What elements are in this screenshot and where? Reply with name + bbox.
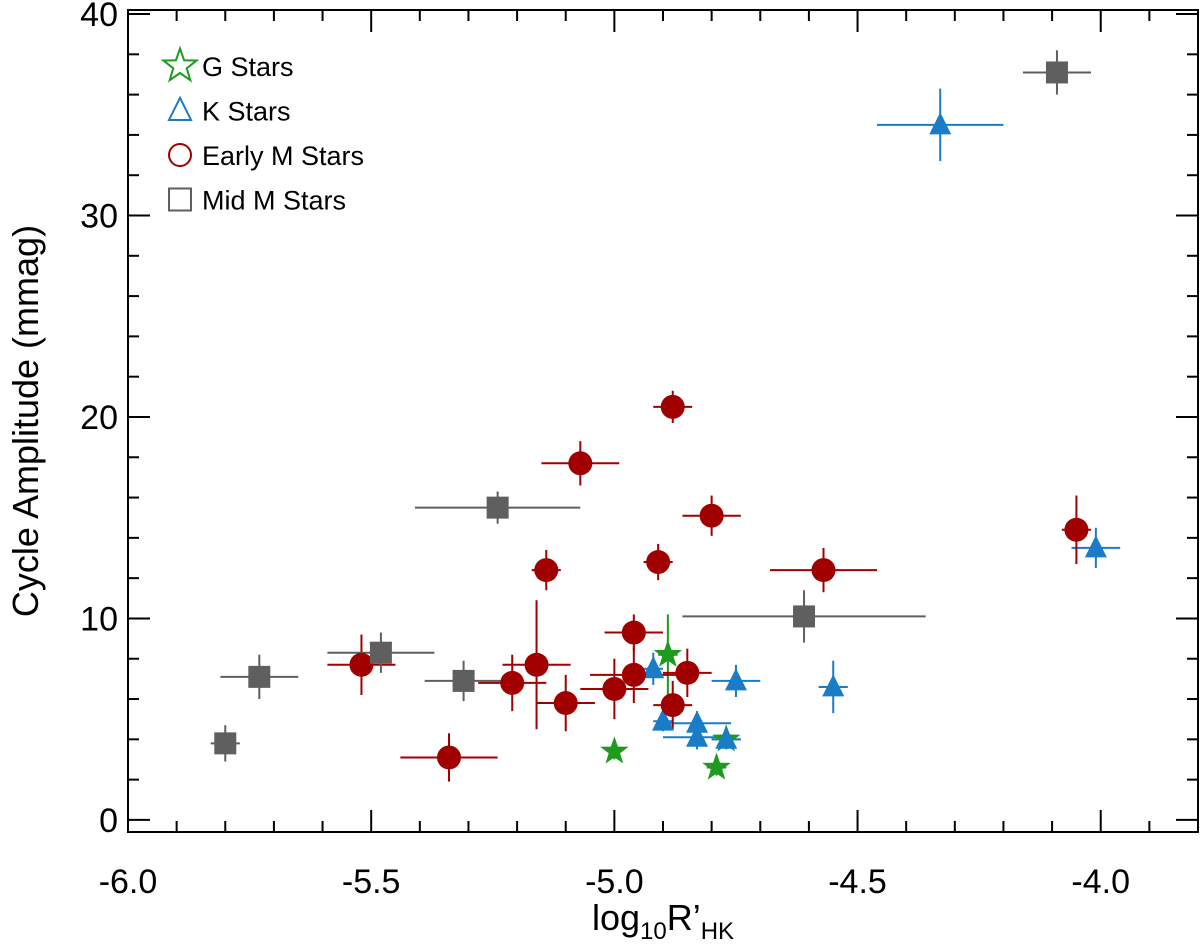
- x-tick-label: -5.5: [342, 863, 401, 901]
- y-tick-label: 10: [80, 600, 118, 638]
- early-m-stars-point: [349, 652, 374, 677]
- mid-m-stars-point: [214, 732, 237, 755]
- x-axis-title-sub10: 10: [640, 918, 667, 945]
- g-stars-point: [653, 639, 683, 667]
- early-m-stars-point: [534, 558, 559, 583]
- early-m-stars-point: [500, 670, 525, 695]
- x-tick-label: -4.5: [828, 863, 887, 901]
- k-stars-point: [652, 708, 674, 731]
- x-axis-title: log10R’HK: [592, 897, 734, 945]
- legend-early-m-stars-icon: [168, 143, 192, 167]
- legend-mid-m-stars-label: Mid M Stars: [202, 186, 346, 216]
- y-axis-title: Cycle Amplitude (mmag): [5, 225, 46, 617]
- mid-m-stars-point: [486, 496, 509, 519]
- early-m-stars-point: [437, 745, 461, 770]
- legend-k-stars-icon: [167, 95, 193, 121]
- early-m-stars-point: [553, 691, 578, 716]
- early-m-stars-point: [602, 676, 627, 701]
- legend-early-m-stars-label: Early M Stars: [202, 141, 364, 171]
- legend-g-stars-icon: [160, 45, 200, 83]
- x-tick-label: -5.0: [585, 863, 644, 901]
- early-m-stars-point: [660, 394, 685, 419]
- legend-k-stars-label: K Stars: [202, 97, 291, 127]
- early-m-stars-point: [524, 652, 549, 677]
- g-stars-point: [702, 752, 731, 780]
- y-tick-label: 30: [80, 198, 118, 236]
- mid-m-stars-point: [1045, 61, 1068, 84]
- early-m-stars-point: [699, 503, 724, 528]
- legend: G Stars K Stars Early M Stars Mid M Stars: [160, 45, 364, 216]
- y-tick-labels: 0 10 20 30 40: [80, 0, 118, 840]
- mid-m-stars-point: [369, 641, 392, 664]
- early-m-stars-point: [811, 558, 836, 583]
- y-tick-label: 40: [80, 0, 118, 34]
- k-stars-point: [1084, 535, 1107, 558]
- k-stars-point: [686, 724, 709, 747]
- early-m-stars-point: [621, 620, 646, 645]
- x-axis-title-r: R’: [667, 897, 701, 938]
- k-stars-point: [929, 112, 952, 135]
- x-tick-labels: -6.0 -5.5 -5.0 -4.5 -4.0: [99, 863, 1130, 901]
- k-stars-point: [642, 656, 665, 679]
- mid-m-stars-point: [248, 665, 271, 688]
- data-points: [214, 61, 1107, 780]
- k-stars-point: [822, 674, 845, 697]
- axis-ticks: [127, 10, 1199, 832]
- early-m-stars-point: [660, 693, 685, 718]
- early-m-stars-point: [621, 662, 646, 687]
- x-axis-title-subhk: HK: [701, 918, 734, 945]
- k-stars-point: [724, 668, 747, 691]
- x-tick-label: -6.0: [99, 863, 158, 901]
- g-stars-point: [600, 736, 629, 764]
- early-m-stars-point: [646, 550, 671, 575]
- mid-m-stars-point: [793, 605, 816, 628]
- early-m-stars-point: [675, 660, 700, 685]
- legend-g-stars-label: G Stars: [202, 52, 294, 82]
- early-m-stars-point: [1064, 517, 1089, 542]
- x-tick-label: -4.0: [1071, 863, 1130, 901]
- y-tick-label: 20: [80, 399, 118, 437]
- k-stars-point: [686, 710, 709, 733]
- k-stars-point: [715, 726, 738, 749]
- x-axis-title-log: log: [592, 897, 640, 938]
- y-tick-label: 0: [99, 802, 118, 840]
- early-m-stars-point: [568, 451, 593, 476]
- mid-m-stars-point: [452, 669, 475, 692]
- legend-mid-m-stars-icon: [168, 187, 192, 212]
